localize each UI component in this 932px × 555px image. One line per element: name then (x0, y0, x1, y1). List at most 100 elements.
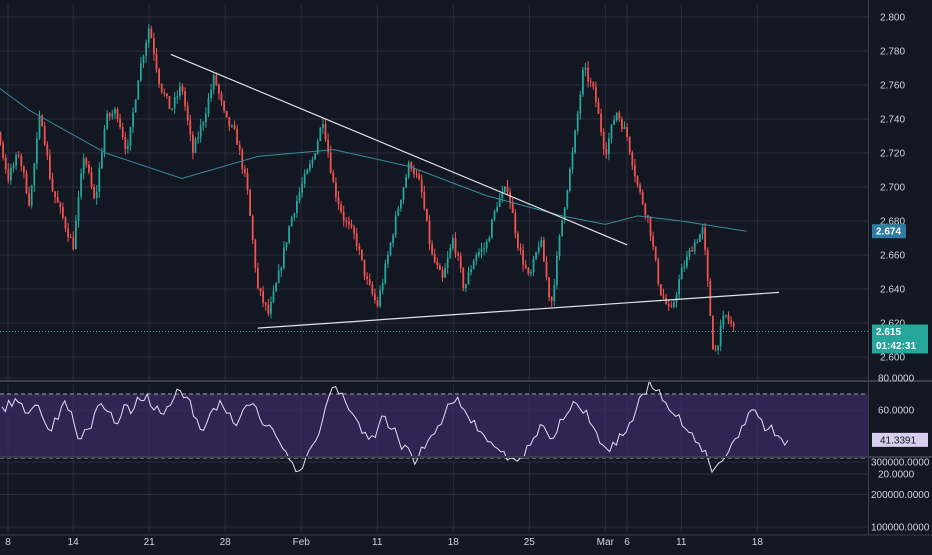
candle-body (592, 82, 595, 87)
candle-body (7, 169, 10, 181)
candle-body (524, 264, 527, 269)
candle-body (28, 193, 30, 206)
price-tick-label: 2.740 (880, 115, 905, 126)
candle-body (366, 276, 368, 280)
candle-body (563, 207, 566, 220)
candle-body (215, 75, 218, 85)
candle-body (283, 247, 285, 268)
candle-body (420, 179, 423, 193)
candle-body (704, 227, 706, 251)
price-axis[interactable]: 2.800 2.780 2.760 2.740 2.720 2.700 2.680 2.660… (871, 13, 930, 534)
candle-body (615, 112, 618, 120)
candle-body (361, 249, 363, 260)
time-axis[interactable]: 8 14 21 28 Feb 11 18 25 Mar 6 11 18 (5, 537, 763, 548)
candle-body (485, 241, 488, 249)
candle-body (436, 262, 439, 266)
candle-body (530, 272, 532, 274)
candle-body (454, 238, 457, 254)
time-tick-label: 25 (524, 537, 536, 548)
candle-body (176, 96, 179, 98)
candle-body (140, 63, 142, 81)
candle-body (452, 238, 454, 248)
candle-body (116, 109, 119, 119)
pane-separators[interactable] (0, 0, 932, 536)
candle-body (345, 220, 348, 222)
time-tick-label: 18 (448, 537, 460, 548)
candle-body (662, 295, 665, 299)
price-pane[interactable] (0, 23, 868, 355)
candle-body (324, 124, 327, 140)
candle-body (75, 220, 77, 250)
candle-body (610, 124, 613, 139)
candle-body (457, 253, 459, 256)
candle-body (231, 125, 233, 127)
candle-body (660, 284, 662, 296)
candle-body (264, 302, 267, 305)
candle-body (553, 285, 556, 302)
candle-body (379, 290, 381, 306)
candle-body (431, 244, 433, 255)
candle-body (548, 277, 550, 298)
candle-body (124, 137, 127, 149)
candle-body (517, 233, 519, 248)
candle-body (158, 69, 160, 84)
candle-body (119, 118, 121, 128)
candle-body (712, 316, 714, 350)
time-tick-label: 11 (372, 537, 383, 548)
candle-body (238, 144, 241, 150)
candle-body (608, 138, 610, 155)
candle-body (683, 266, 686, 268)
candle-body (246, 172, 249, 190)
candle-body (488, 237, 491, 242)
candle-body (641, 191, 644, 205)
candle-body (415, 174, 418, 176)
candle-body (623, 127, 626, 129)
candle-body (249, 189, 251, 216)
candle-body (67, 228, 69, 238)
candle-body (332, 172, 335, 183)
candle-body (288, 226, 290, 243)
rsi-value-badge (872, 432, 928, 447)
candle-body (277, 270, 280, 284)
candle-body (59, 202, 62, 208)
candle-body (228, 117, 231, 127)
candle-body (371, 284, 374, 294)
candle-body (363, 259, 366, 277)
candle-body (72, 237, 75, 250)
candle-body (111, 113, 114, 117)
candle-body (17, 154, 20, 156)
candle-body (64, 217, 67, 229)
candle-body (202, 122, 205, 126)
candle-body (220, 93, 223, 102)
candle-body (88, 164, 90, 172)
candle-body (584, 67, 587, 70)
candle-body (20, 155, 23, 167)
volume-tick-label: 300000.0000 (871, 458, 930, 469)
candle-body (296, 200, 298, 214)
candle-body (381, 282, 384, 291)
candle-body (293, 213, 296, 217)
candle-body (465, 284, 467, 289)
candle-body (413, 168, 415, 175)
lower-trendline (257, 291, 780, 329)
candle-body (309, 164, 311, 170)
candle-body (428, 220, 431, 245)
candle-body (33, 163, 36, 186)
candle-body (522, 250, 524, 265)
candle-body (272, 291, 275, 302)
rsi-pane[interactable] (0, 379, 868, 474)
candle-body (205, 113, 207, 123)
candle-body (210, 89, 212, 98)
candle-body (501, 191, 504, 199)
candle-body (475, 255, 478, 261)
candle-body (10, 167, 12, 181)
candle-body (280, 267, 283, 271)
candle-body (665, 298, 667, 305)
candle-body (4, 157, 7, 170)
candle-body (101, 152, 103, 169)
candle-body (626, 127, 628, 137)
candle-body (407, 162, 410, 178)
candle-body (303, 174, 306, 184)
